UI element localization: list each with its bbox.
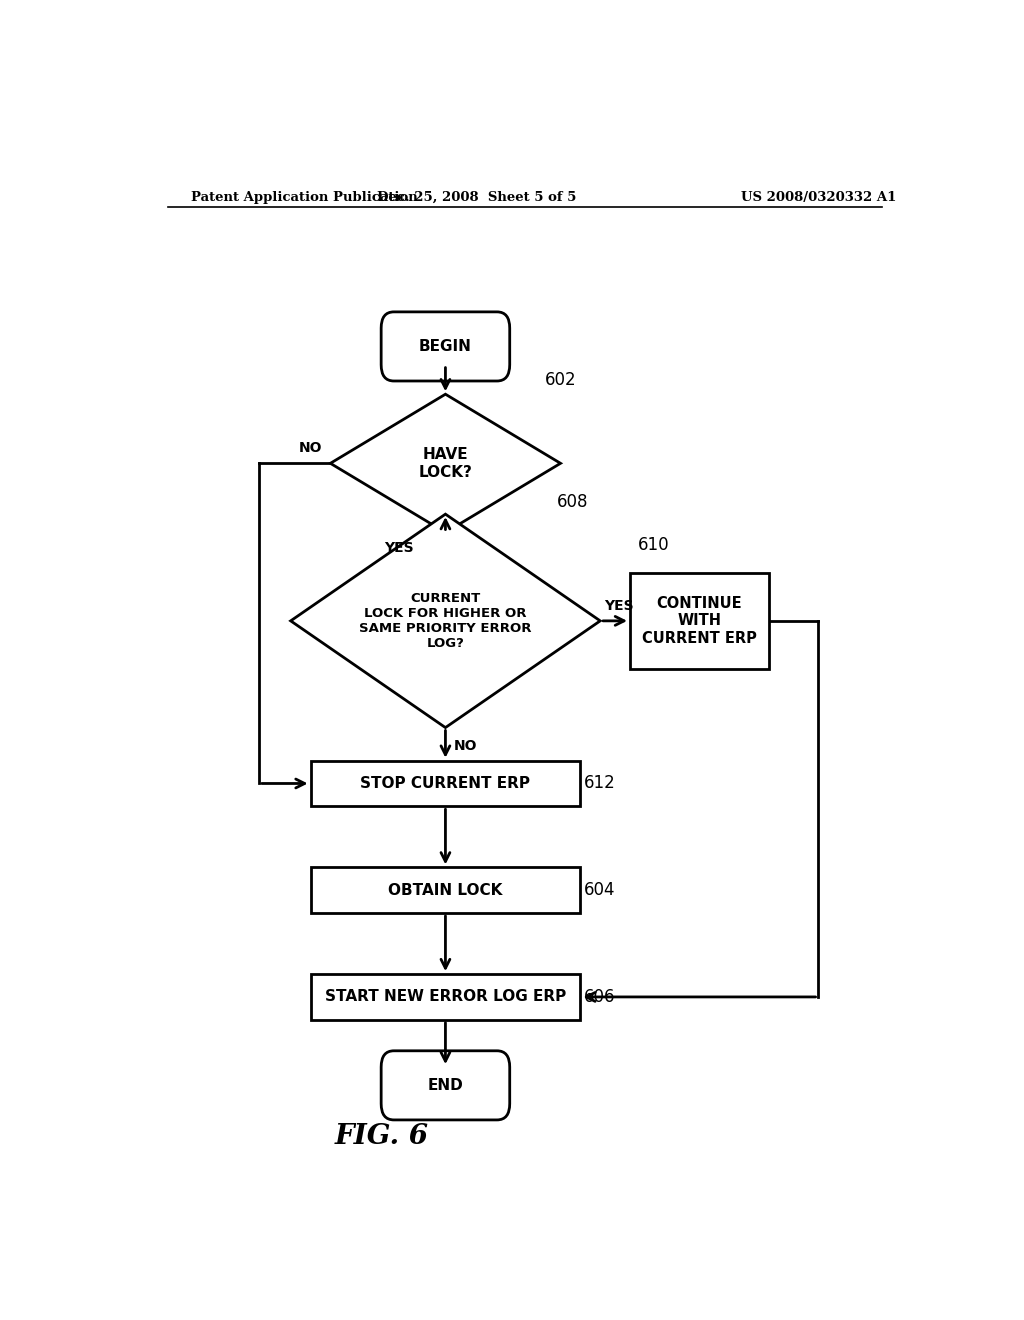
- Text: 610: 610: [638, 536, 670, 554]
- FancyBboxPatch shape: [381, 1051, 510, 1119]
- Bar: [310, 974, 581, 1020]
- Bar: [630, 573, 769, 669]
- Text: CURRENT
LOCK FOR HIGHER OR
SAME PRIORITY ERROR
LOG?: CURRENT LOCK FOR HIGHER OR SAME PRIORITY…: [359, 591, 531, 649]
- Text: 606: 606: [585, 987, 615, 1006]
- Polygon shape: [331, 395, 560, 532]
- Text: BEGIN: BEGIN: [419, 339, 472, 354]
- Text: Dec. 25, 2008  Sheet 5 of 5: Dec. 25, 2008 Sheet 5 of 5: [378, 190, 577, 203]
- Text: HAVE
LOCK?: HAVE LOCK?: [419, 447, 472, 479]
- Text: 604: 604: [585, 882, 615, 899]
- Text: STOP CURRENT ERP: STOP CURRENT ERP: [360, 776, 530, 791]
- Text: NO: NO: [454, 739, 477, 752]
- Text: YES: YES: [384, 541, 414, 554]
- FancyBboxPatch shape: [381, 312, 510, 381]
- Text: NO: NO: [299, 441, 323, 455]
- Text: 608: 608: [556, 494, 588, 511]
- Text: CONTINUE
WITH
CURRENT ERP: CONTINUE WITH CURRENT ERP: [642, 595, 757, 645]
- Text: OBTAIN LOCK: OBTAIN LOCK: [388, 883, 503, 898]
- Text: YES: YES: [604, 598, 634, 612]
- Bar: [310, 867, 581, 913]
- Text: US 2008/0320332 A1: US 2008/0320332 A1: [740, 190, 896, 203]
- Text: FIG. 6: FIG. 6: [334, 1123, 428, 1150]
- Text: 612: 612: [585, 775, 616, 792]
- Text: Patent Application Publication: Patent Application Publication: [191, 190, 418, 203]
- Bar: [310, 760, 581, 807]
- Text: START NEW ERROR LOG ERP: START NEW ERROR LOG ERP: [325, 990, 566, 1005]
- Polygon shape: [291, 515, 600, 727]
- Text: 602: 602: [545, 371, 577, 389]
- Text: END: END: [428, 1078, 463, 1093]
